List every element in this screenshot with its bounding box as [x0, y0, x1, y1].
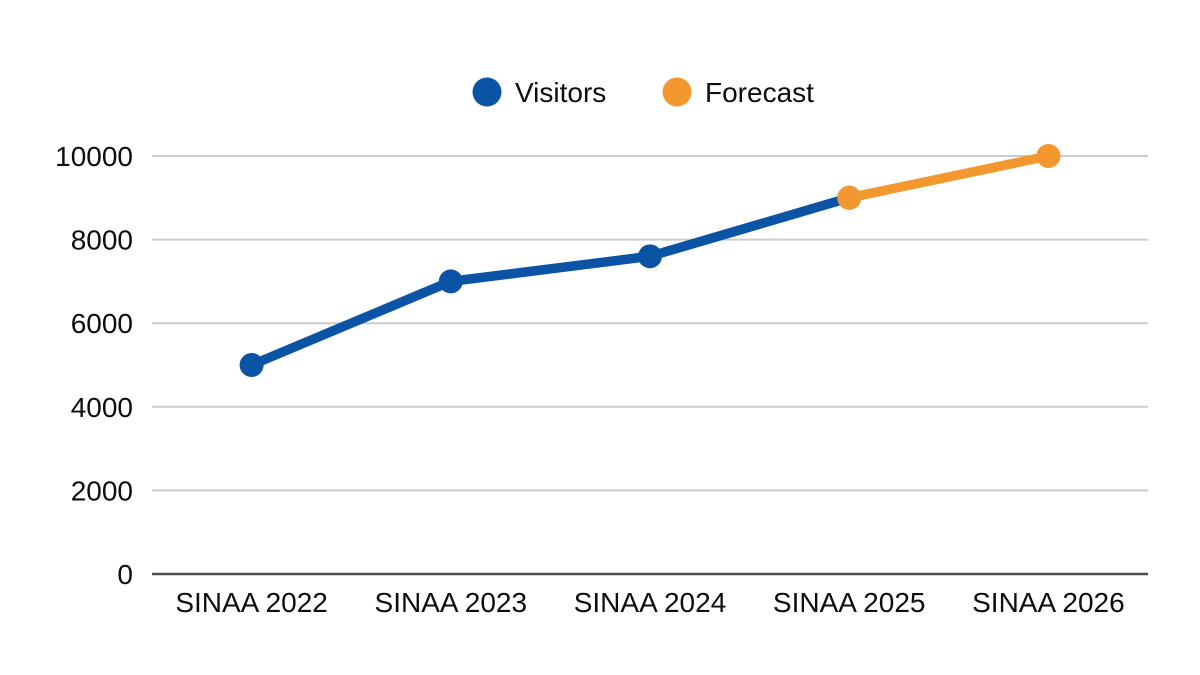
data-point-forecast [837, 185, 862, 210]
y-tick-label: 0 [117, 559, 133, 590]
y-tick-label: 4000 [71, 392, 133, 423]
legend-dot-visitors-icon [472, 77, 502, 107]
legend-label-forecast: Forecast [705, 77, 814, 108]
data-point-forecast [1036, 144, 1061, 168]
data-point-visitors [239, 353, 264, 377]
data-point-visitors [438, 269, 463, 294]
legend-dot-forecast-icon [662, 77, 692, 107]
x-tick-label: SINAA 2023 [375, 587, 528, 618]
y-tick-label: 2000 [71, 475, 133, 506]
data-point-visitors [638, 244, 662, 269]
x-tick-label: SINAA 2026 [972, 587, 1125, 618]
x-tick-label: SINAA 2025 [773, 587, 926, 618]
x-tick-label: SINAA 2022 [175, 587, 328, 618]
series-line-forecast [844, 151, 1054, 203]
y-tick-label: 10000 [55, 141, 133, 172]
legend-label-visitors: Visitors [515, 77, 606, 108]
series-line-visitors [246, 193, 854, 370]
y-tick-label: 6000 [71, 308, 133, 339]
y-tick-label: 8000 [71, 225, 133, 256]
x-tick-label: SINAA 2024 [574, 587, 727, 618]
